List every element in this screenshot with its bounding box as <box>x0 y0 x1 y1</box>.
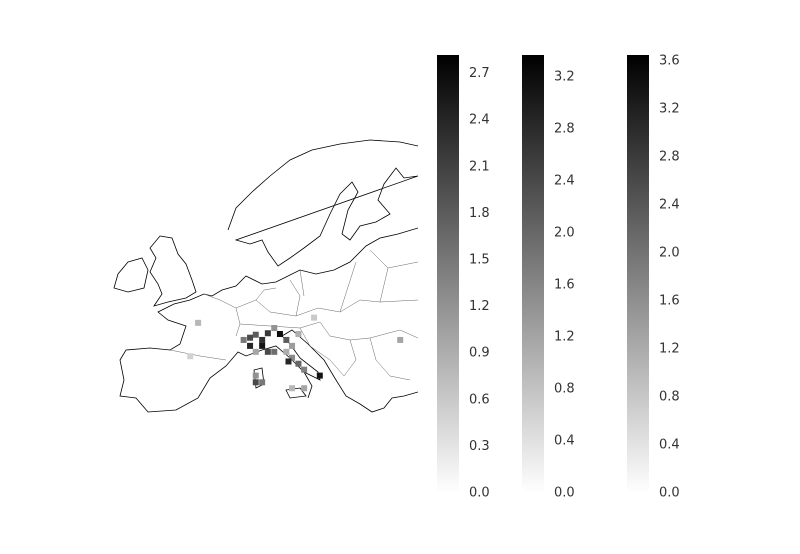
colorbar-tick-label: 2.4 <box>469 113 490 128</box>
colorbar-tick-label: 1.8 <box>469 206 490 221</box>
colorbar-tick-label: 0.8 <box>659 390 680 405</box>
heat-cell <box>264 330 271 337</box>
colorbar-tick-label: 0.4 <box>659 438 680 453</box>
heat-cell <box>289 354 296 361</box>
heat-cell <box>195 319 202 326</box>
colorbar-tick-label: 1.2 <box>659 342 680 357</box>
heat-cell <box>289 342 296 349</box>
heat-cell <box>316 372 323 379</box>
colorbar-tick-label: 2.4 <box>554 174 575 189</box>
colorbar-tick-label: 2.0 <box>554 226 575 241</box>
continent <box>119 275 418 413</box>
colorbar-tick-label: 0.0 <box>659 486 680 501</box>
heat-cell <box>289 385 296 392</box>
colorbar-tick-label: 0.0 <box>554 486 575 501</box>
colorbar-tick-label: 0.9 <box>469 346 490 361</box>
heat-cell <box>240 336 247 343</box>
heat-cell <box>252 379 259 386</box>
heat-cell <box>247 342 254 349</box>
colorbar-tick-label: 1.5 <box>469 253 490 268</box>
heat-cell <box>271 325 278 332</box>
colorbar-tick-label: 3.2 <box>659 102 680 117</box>
colorbar-tick-label: 1.2 <box>469 299 490 314</box>
heat-cell <box>295 360 302 367</box>
colorbar <box>437 55 459 493</box>
colorbar-tick-label: 2.8 <box>659 150 680 165</box>
great-britain <box>149 235 197 307</box>
heat-cell <box>283 348 290 355</box>
colorbar-tick-label: 2.0 <box>659 246 680 261</box>
heat-cell <box>247 334 254 341</box>
heat-cell <box>187 353 194 360</box>
colorbar-tick-label: 3.2 <box>554 70 575 85</box>
heat-cell <box>283 336 290 343</box>
colorbar-tick-label: 2.1 <box>469 159 490 174</box>
heat-cell <box>285 358 292 365</box>
heat-cell <box>295 330 302 337</box>
colorbar-tick-label: 0.3 <box>469 439 490 454</box>
heat-cell <box>259 379 266 386</box>
heat-cell <box>252 331 259 338</box>
colorbar-tick-label: 2.4 <box>659 198 680 213</box>
heat-cell <box>397 336 404 343</box>
colorbar-tick-label: 2.8 <box>554 122 575 137</box>
colorbar-tick-label: 1.6 <box>659 294 680 309</box>
colorbar-tick-label: 3.6 <box>659 54 680 69</box>
colorbar-tick-label: 0.6 <box>469 392 490 407</box>
colorbar-tick-label: 1.2 <box>554 330 575 345</box>
ireland <box>113 257 149 293</box>
heat-cell <box>252 348 259 355</box>
heat-cell <box>259 342 266 349</box>
heat-cell <box>311 314 318 321</box>
country-borders <box>169 249 418 381</box>
heat-cell <box>259 336 266 343</box>
colorbar-tick-label: 1.6 <box>554 278 575 293</box>
heat-cell <box>301 366 308 373</box>
basemap <box>113 139 418 413</box>
colorbar <box>627 55 649 493</box>
heat-cell <box>301 385 308 392</box>
scandinavia <box>227 139 418 267</box>
colorbar-tick-label: 2.7 <box>469 66 490 81</box>
heat-cell <box>276 330 283 337</box>
colorbar <box>522 55 544 493</box>
colorbar-tick-label: 0.8 <box>554 382 575 397</box>
heat-cell <box>252 372 259 379</box>
colorbar-tick-label: 0.4 <box>554 434 575 449</box>
heat-cell <box>271 348 278 355</box>
baltic-coast <box>287 227 418 277</box>
heat-cell <box>264 348 271 355</box>
colorbar-tick-label: 0.0 <box>469 486 490 501</box>
